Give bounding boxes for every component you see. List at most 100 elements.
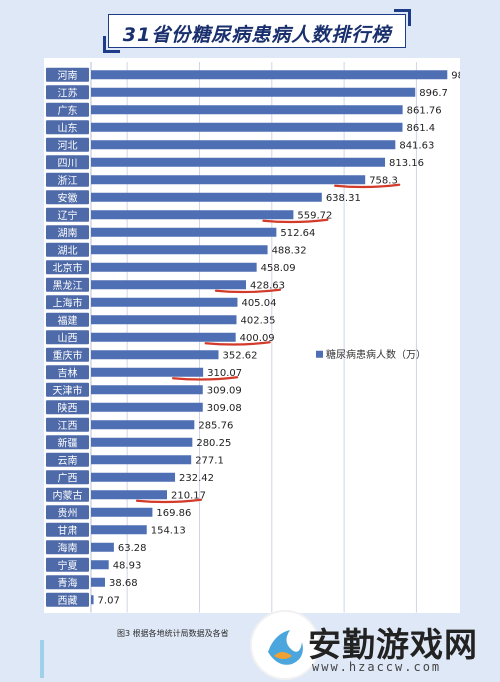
legend-label: 糖尿病患病人数（万） [326, 348, 426, 361]
value-label: 309.09 [207, 385, 242, 396]
category-label: 天津市 [53, 384, 83, 397]
bar-chart: 河南 985.33 江苏 896.7 广东 861.76 山东 861.4 河北 841.63 四川… [46, 62, 486, 613]
value-label: 232.42 [179, 473, 214, 484]
highlight-underline [204, 341, 271, 346]
value-label: 310.07 [207, 368, 242, 379]
category-label: 青海 [58, 576, 78, 589]
category-label: 安徽 [58, 191, 78, 204]
watermark-url: www.hzaccw.com [312, 660, 442, 674]
value-label: 400.09 [240, 333, 275, 344]
highlight-underline [262, 218, 329, 224]
category-label: 新疆 [58, 436, 78, 449]
category-label: 四川 [58, 158, 78, 169]
bar [91, 140, 396, 150]
title-corner-decoration [394, 9, 411, 26]
bar [91, 332, 236, 342]
category-label-box [46, 172, 89, 187]
category-label: 上海市 [53, 296, 83, 309]
category-label-box [46, 190, 89, 205]
category-label-box [46, 137, 89, 152]
value-label: 405.04 [241, 298, 276, 309]
category-label: 河北 [58, 140, 78, 152]
category-label-box [46, 417, 89, 432]
category-label: 辽宁 [58, 209, 78, 222]
bar [91, 227, 277, 237]
value-label: 861.4 [406, 123, 435, 134]
bar [91, 525, 147, 535]
category-label-box [46, 522, 89, 537]
value-label: 169.86 [156, 508, 191, 519]
category-label: 北京市 [53, 261, 83, 274]
title-box: 31省份糖尿病患病人数排行榜 [103, 9, 411, 53]
category-label-box [46, 365, 89, 380]
bar [91, 280, 246, 290]
bar [91, 507, 153, 517]
category-label-box [46, 330, 89, 345]
category-label-box [46, 400, 89, 415]
value-label: 638.31 [326, 193, 361, 204]
category-label: 广西 [58, 472, 78, 484]
category-label: 甘肃 [58, 524, 78, 537]
category-label-box [46, 225, 89, 240]
category-label: 湖北 [58, 245, 78, 257]
bar [91, 122, 403, 132]
legend-swatch [316, 350, 323, 358]
bar [91, 315, 237, 325]
category-label-box [46, 487, 89, 502]
bar [91, 175, 366, 185]
chart-title: 31省份糖尿病患病人数排行榜 [122, 24, 392, 46]
category-label: 宁夏 [58, 559, 78, 572]
category-label: 浙江 [58, 175, 78, 187]
value-label: 458.09 [261, 263, 296, 274]
bar [91, 350, 219, 360]
value-label: 985.33 [451, 70, 460, 81]
bar [91, 105, 403, 115]
highlight-underline [214, 288, 282, 294]
category-label-box [46, 242, 89, 257]
category-label-box [46, 347, 89, 362]
category-label: 海南 [58, 541, 78, 554]
chart-panel: 河南 985.33 江苏 896.7 广东 861.76 山东 861.4 河北 841.63 四川… [44, 58, 486, 613]
category-label: 西藏 [58, 595, 78, 607]
category-label-box [46, 435, 89, 450]
category-label-box [46, 382, 89, 397]
category-label-box [46, 452, 89, 467]
value-label: 896.7 [419, 88, 448, 99]
value-label: 841.63 [399, 140, 434, 151]
bar [91, 455, 192, 465]
value-label: 309.08 [207, 403, 242, 414]
bar [91, 385, 203, 395]
highlight-underline [135, 498, 203, 504]
bar [91, 420, 195, 430]
bar [91, 560, 109, 570]
bar [91, 542, 114, 552]
category-label: 吉林 [58, 366, 78, 379]
category-label: 云南 [58, 454, 78, 467]
highlight-underline [334, 183, 401, 189]
bar [91, 577, 105, 587]
category-label: 湖南 [58, 226, 78, 239]
bar [91, 245, 268, 255]
category-label: 陕西 [58, 401, 78, 414]
category-label-box [46, 540, 89, 555]
bar [91, 157, 386, 167]
value-label: 280.25 [196, 438, 231, 449]
value-label: 512.64 [280, 228, 315, 239]
watermark-logo-icon [250, 610, 320, 680]
value-label: 285.76 [198, 420, 233, 431]
category-label-box [46, 470, 89, 485]
value-label: 63.28 [118, 543, 147, 554]
value-label: 428.63 [250, 280, 285, 291]
bar [91, 490, 167, 500]
category-label-box [46, 505, 89, 520]
bar [91, 70, 448, 80]
bar [91, 595, 94, 605]
category-label: 江西 [58, 420, 78, 432]
category-label: 山东 [58, 121, 78, 134]
category-label-box [46, 102, 89, 117]
bar [91, 472, 176, 482]
category-label-box [46, 557, 89, 572]
category-label-box [46, 155, 89, 170]
value-label: 758.3 [369, 175, 398, 186]
